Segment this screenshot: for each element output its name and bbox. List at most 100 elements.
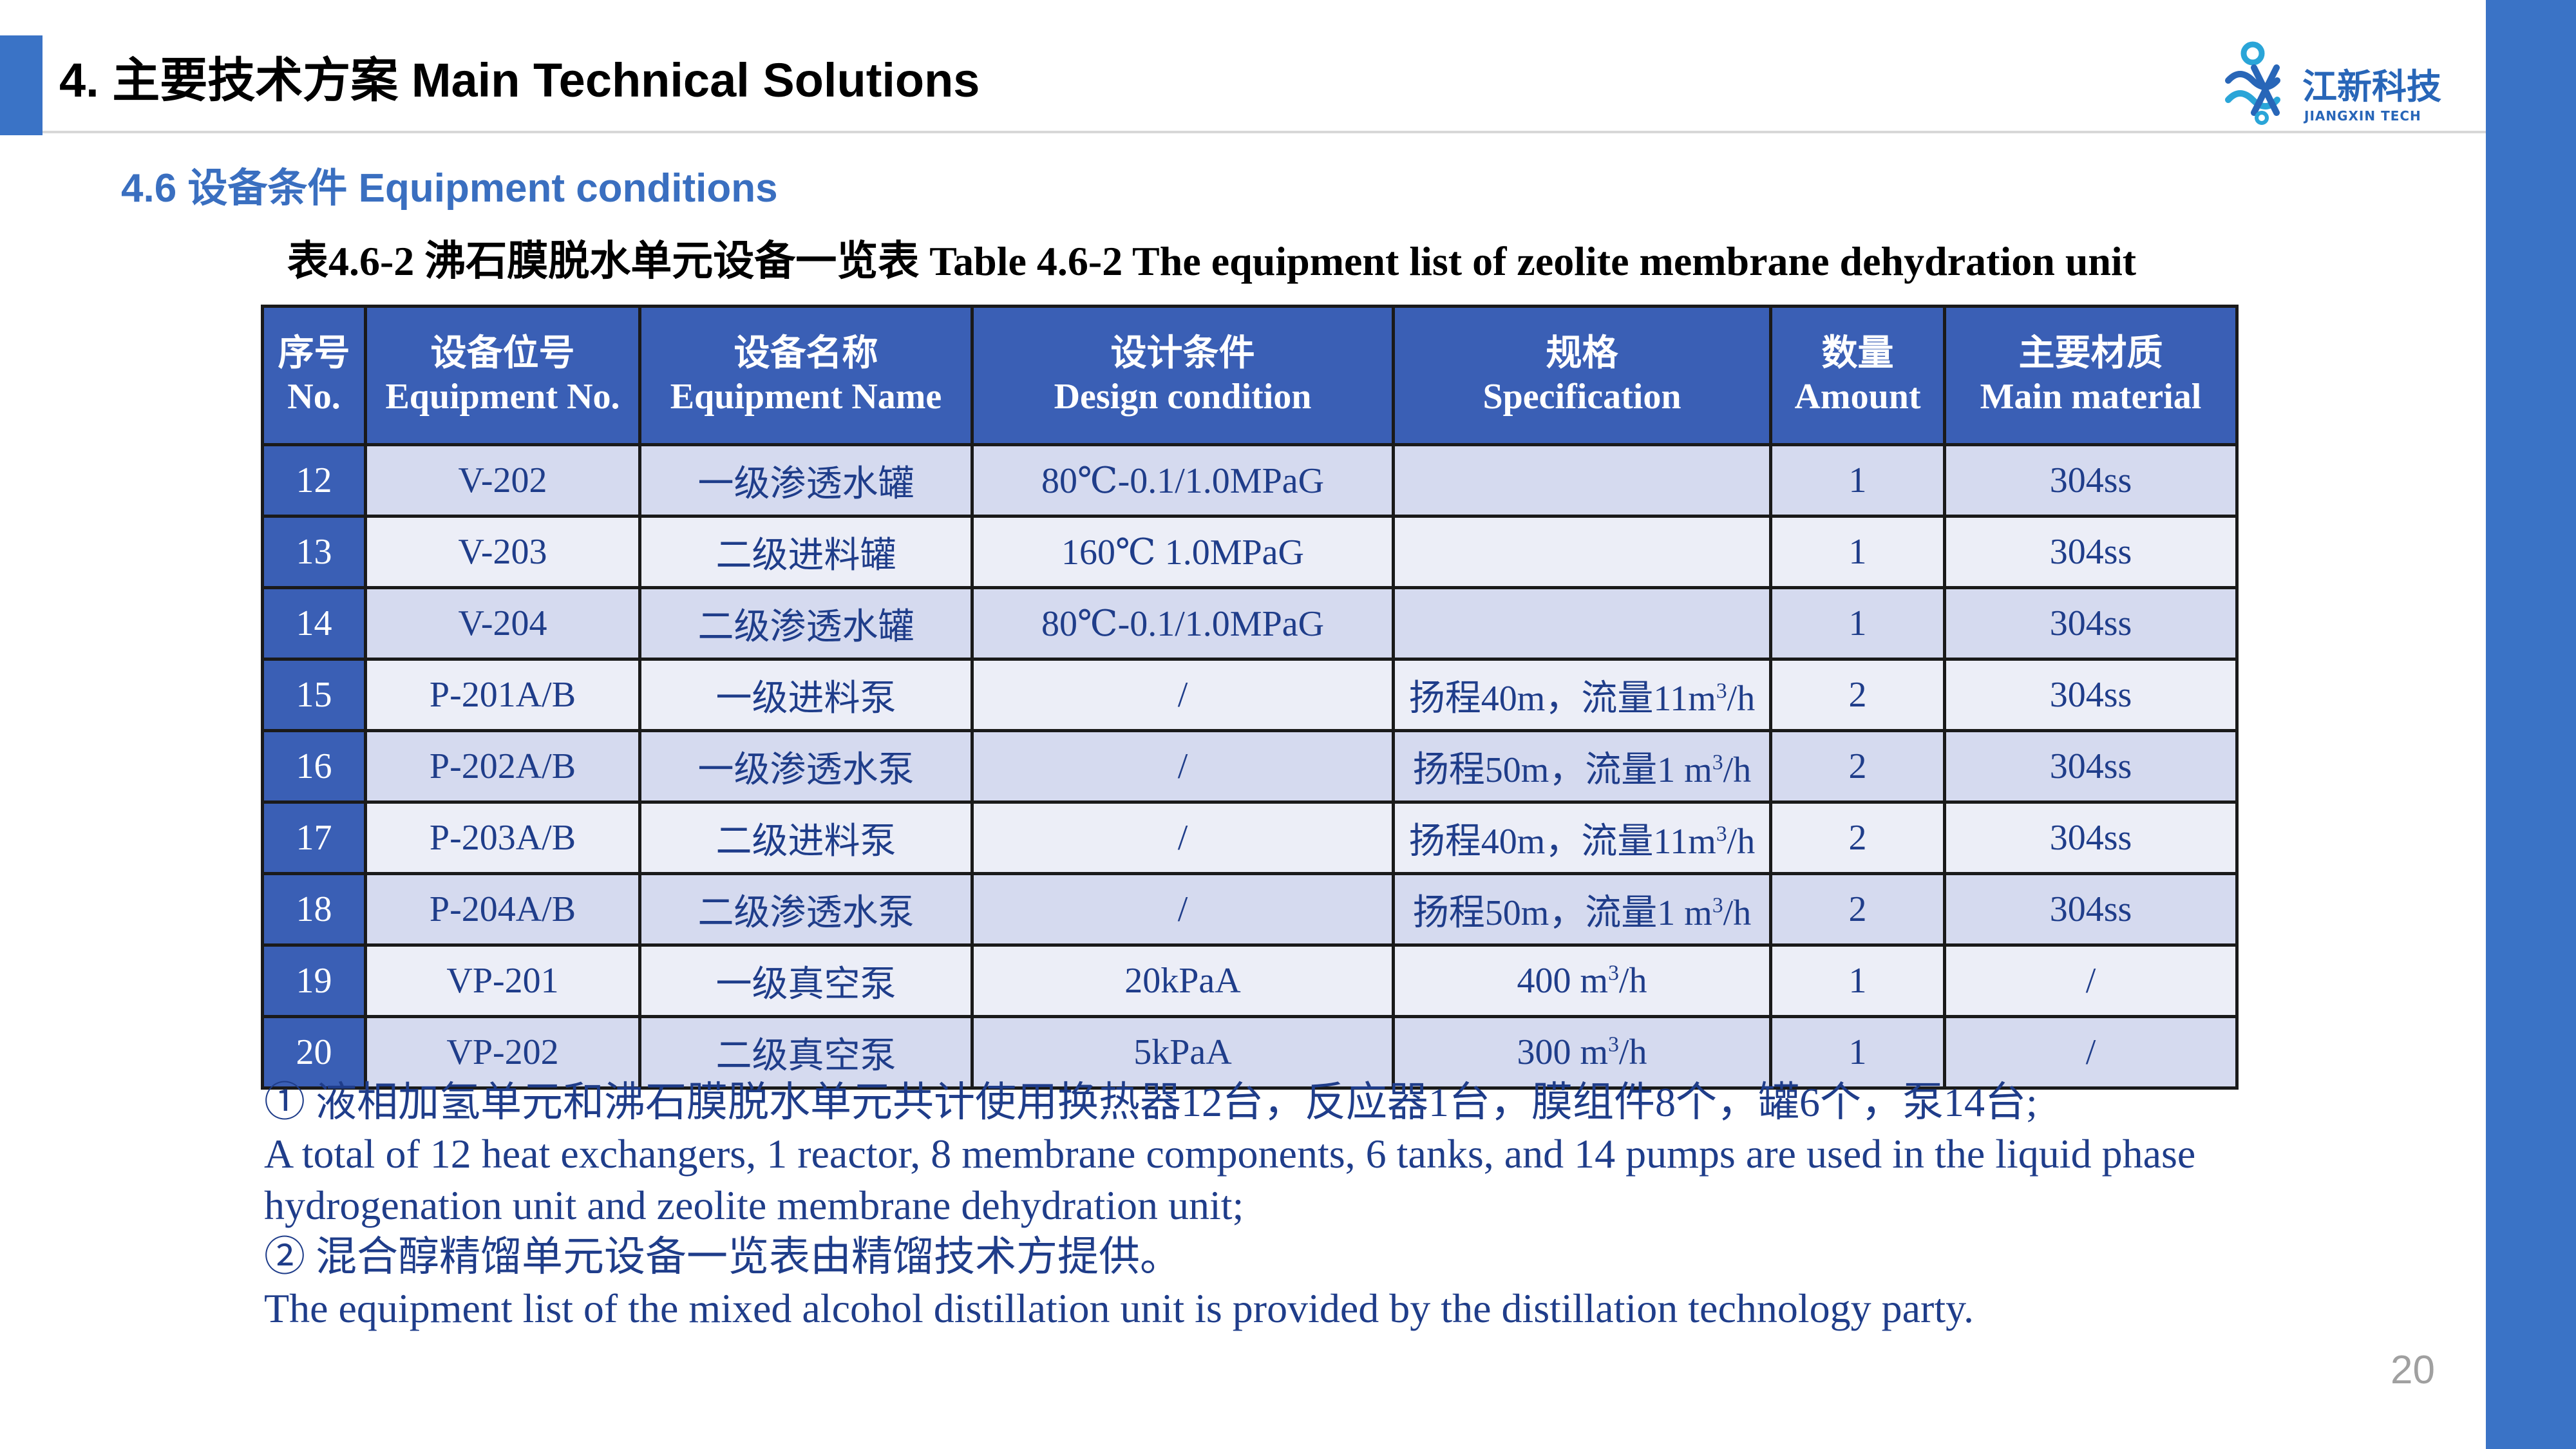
note-line: ② 混合醇精馏单元设备一览表由精馏技术方提供。 — [264, 1234, 1181, 1280]
cell-equipment-no: VP-202 — [364, 1015, 641, 1090]
cell-no: 12 — [261, 443, 367, 518]
header-equipment-no: 设备位号 Equipment No. — [364, 305, 641, 446]
logo-name: 江新科技 — [2302, 66, 2441, 107]
cell-specification: 扬程40m，流量11m3/h — [1392, 658, 1772, 732]
cell-design: 80℃-0.1/1.0MPaG — [971, 443, 1395, 518]
cell-material: 304ss — [1943, 658, 2239, 732]
equipment-table: 序号 No. 设备位号 Equipment No. 设备名称 Equipment Name… — [261, 305, 2239, 1090]
note-line: A total of 12 heat exchangers, 1 reactor… — [264, 1131, 2196, 1228]
cell-name: 二级渗透水泵 — [638, 872, 974, 947]
cell-no: 16 — [261, 729, 367, 804]
cell-specification — [1392, 515, 1772, 589]
header-no: 序号 No. — [261, 305, 367, 446]
cell-name: 一级进料泵 — [638, 658, 974, 732]
cell-no: 18 — [261, 872, 367, 947]
cell-no: 13 — [261, 515, 367, 589]
header-design-condition: 设计条件 Design condition — [971, 305, 1395, 446]
note-line: ① 液相加氢单元和沸石膜脱水单元共计使用换热器12台，反应器1台，膜组件8个，罐… — [264, 1079, 2038, 1125]
cell-design: 160℃ 1.0MPaG — [971, 515, 1395, 589]
table-row: 19 VP-201 一级真空泵 20kPaA 400 m3/h 1/ — [261, 943, 2239, 1018]
right-accent-bar — [2486, 0, 2576, 1449]
spec-superscript: 3 — [1608, 1032, 1619, 1057]
cell-equipment-no: VP-201 — [364, 943, 641, 1018]
cell-material: 304ss — [1943, 586, 2239, 661]
logo-subtitle: JIANGXIN TECH — [2304, 108, 2421, 124]
cell-amount: 2 — [1769, 658, 1946, 732]
header-divider — [43, 131, 2486, 133]
header-equipment-name: 设备名称 Equipment Name — [638, 305, 974, 446]
header-label-en: Design condition — [1054, 377, 1312, 417]
page-number: 20 — [2391, 1348, 2435, 1392]
cell-amount: 2 — [1769, 729, 1946, 804]
spec-text: 扬程40m，流量11m — [1408, 678, 1716, 719]
cell-specification: 扬程50m，流量1 m3/h — [1392, 729, 1772, 804]
cell-specification — [1392, 443, 1772, 518]
table-row: 13 V-203 二级进料罐 160℃ 1.0MPaG 1 304ss — [261, 515, 2239, 589]
cell-design: 5kPaA — [971, 1015, 1395, 1090]
cell-name: 一级渗透水罐 — [638, 443, 974, 518]
cell-design: / — [971, 658, 1395, 732]
spec-unit: /h — [1727, 678, 1756, 719]
cell-equipment-no: P-202A/B — [364, 729, 641, 804]
spec-superscript: 3 — [1716, 678, 1727, 703]
cell-design: / — [971, 872, 1395, 947]
header-main-material: 主要材质 Main material — [1943, 305, 2239, 446]
spec-superscript: 3 — [1712, 750, 1723, 774]
header-label-cn: 规格 — [1546, 333, 1618, 374]
cell-material: / — [1943, 943, 2239, 1018]
header-label-cn: 设计条件 — [1110, 333, 1255, 374]
cell-equipment-no: P-201A/B — [364, 658, 641, 732]
cell-equipment-no: V-202 — [364, 443, 641, 518]
cell-amount: 1 — [1769, 443, 1946, 518]
cell-specification: 扬程50m，流量1 m3/h — [1392, 872, 1772, 947]
spec-unit: /h — [1723, 893, 1752, 933]
cell-specification: 扬程40m，流量11m3/h — [1392, 800, 1772, 875]
header-label-cn: 主要材质 — [2018, 333, 2163, 374]
cell-no: 15 — [261, 658, 367, 732]
cell-name: 二级渗透水罐 — [638, 586, 974, 661]
cell-design: / — [971, 800, 1395, 875]
slide-title: 4. 主要技术方案 Main Technical Solutions — [59, 53, 980, 107]
cell-equipment-no: V-203 — [364, 515, 641, 589]
left-accent-bar — [0, 35, 43, 135]
table-row: 12 V-202 一级渗透水罐 80℃-0.1/1.0MPaG 1 304ss — [261, 443, 2239, 518]
spec-text: 扬程40m，流量11m — [1408, 821, 1716, 862]
table-row: 18 P-204A/B 二级渗透水泵 / 扬程50m，流量1 m3/h 2 304ss — [261, 872, 2239, 947]
cell-name: 二级进料罐 — [638, 515, 974, 589]
spec-unit: /h — [1618, 1032, 1647, 1072]
cell-design: 80℃-0.1/1.0MPaG — [971, 586, 1395, 661]
spec-unit: /h — [1727, 821, 1756, 862]
table-row: 20 VP-202 二级真空泵 5kPaA 300 m3/h 1/ — [261, 1015, 2239, 1090]
spec-unit: /h — [1723, 750, 1752, 790]
header-label-en: No. — [287, 377, 341, 417]
cell-material: 304ss — [1943, 443, 2239, 518]
table-caption: 表4.6-2 沸石膜脱水单元设备一览表 Table 4.6-2 The equi… — [287, 238, 2137, 284]
cell-equipment-no: P-204A/B — [364, 872, 641, 947]
spec-text: 300 m — [1517, 1032, 1609, 1072]
cell-design: 20kPaA — [971, 943, 1395, 1018]
table-row: 15 P-201A/B 一级进料泵 / 扬程40m，流量11m3/h 2 304ss — [261, 658, 2239, 732]
table-row: 16 P-202A/B 一级渗透水泵 / 扬程50m，流量1 m3/h 2 304ss — [261, 729, 2239, 804]
header-specification: 规格 Specification — [1392, 305, 1772, 446]
spec-text: 400 m — [1517, 961, 1609, 1001]
spec-superscript: 3 — [1712, 893, 1723, 917]
header-label-en: Equipment No. — [385, 377, 620, 417]
cell-amount: 1 — [1769, 515, 1946, 589]
cell-equipment-no: P-203A/B — [364, 800, 641, 875]
cell-material: 304ss — [1943, 515, 2239, 589]
spec-text: 扬程50m，流量1 m — [1412, 893, 1712, 933]
section-title: 4.6 设备条件 Equipment conditions — [121, 166, 778, 211]
spec-superscript: 3 — [1716, 821, 1727, 846]
header-label-en: Equipment Name — [670, 377, 942, 417]
spec-unit: /h — [1618, 961, 1647, 1001]
cell-amount: 1 — [1769, 586, 1946, 661]
cell-amount: 1 — [1769, 943, 1946, 1018]
table-header-row: 序号 No. 设备位号 Equipment No. 设备名称 Equipment Name… — [261, 305, 2239, 446]
cell-material: 304ss — [1943, 729, 2239, 804]
cell-no: 19 — [261, 943, 367, 1018]
cell-specification: 400 m3/h — [1392, 943, 1772, 1018]
cell-specification: 300 m3/h — [1392, 1015, 1772, 1090]
cell-specification — [1392, 586, 1772, 661]
cell-material: 304ss — [1943, 872, 2239, 947]
jiangxin-logo-icon — [2225, 41, 2280, 125]
